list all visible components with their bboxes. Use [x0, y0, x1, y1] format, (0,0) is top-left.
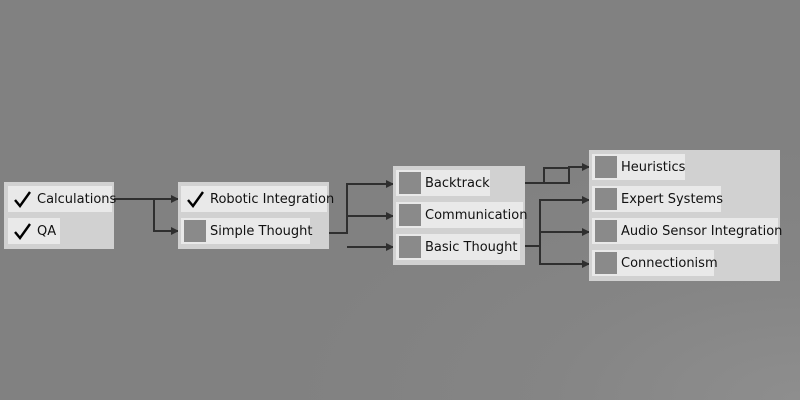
locked-box-icon — [595, 220, 617, 242]
node-label: Calculations — [37, 191, 117, 207]
connector-basic-trunk — [524, 196, 590, 247]
node-label: Simple Thought — [210, 223, 313, 239]
connector-backtrack — [524, 163, 590, 184]
node-label: Connectionism — [621, 255, 718, 271]
node-connectionism[interactable]: Connectionism — [592, 250, 718, 276]
node-label: QA — [37, 223, 57, 239]
node-backtrack[interactable]: Backtrack — [396, 170, 490, 196]
connector-calculations-lower — [153, 199, 179, 235]
locked-box-icon — [595, 188, 617, 210]
locked-box-icon — [595, 156, 617, 178]
node-heuristics[interactable]: Heuristics — [592, 154, 685, 180]
connector-tier2-trunk — [327, 180, 394, 234]
connector-heuristics-branch — [543, 167, 569, 183]
connector-connectionism — [539, 232, 590, 268]
node-qa[interactable]: QA — [8, 218, 60, 244]
checkmark-icon — [184, 188, 206, 210]
node-audio-sensor-integration[interactable]: Audio Sensor Integration — [592, 218, 782, 244]
locked-box-icon — [399, 172, 421, 194]
node-label: Expert Systems — [621, 191, 723, 207]
locked-box-icon — [595, 252, 617, 274]
node-label: Heuristics — [621, 159, 686, 175]
node-label: Audio Sensor Integration — [621, 223, 783, 239]
checkmark-icon — [11, 220, 33, 242]
node-simple-thought[interactable]: Simple Thought — [181, 218, 312, 244]
node-expert-systems[interactable]: Expert Systems — [592, 186, 723, 212]
locked-box-icon — [399, 204, 421, 226]
node-label: Communication — [425, 207, 528, 223]
node-label: Basic Thought — [425, 239, 518, 255]
locked-box-icon — [184, 220, 206, 242]
locked-box-icon — [399, 236, 421, 258]
node-label: Robotic Integration — [210, 191, 335, 207]
node-basic-thought[interactable]: Basic Thought — [396, 234, 520, 260]
node-robotic-integration[interactable]: Robotic Integration — [181, 186, 334, 212]
node-communication[interactable]: Communication — [396, 202, 527, 228]
checkmark-icon — [11, 188, 33, 210]
node-calculations[interactable]: Calculations — [8, 186, 116, 212]
node-label: Backtrack — [425, 175, 490, 191]
